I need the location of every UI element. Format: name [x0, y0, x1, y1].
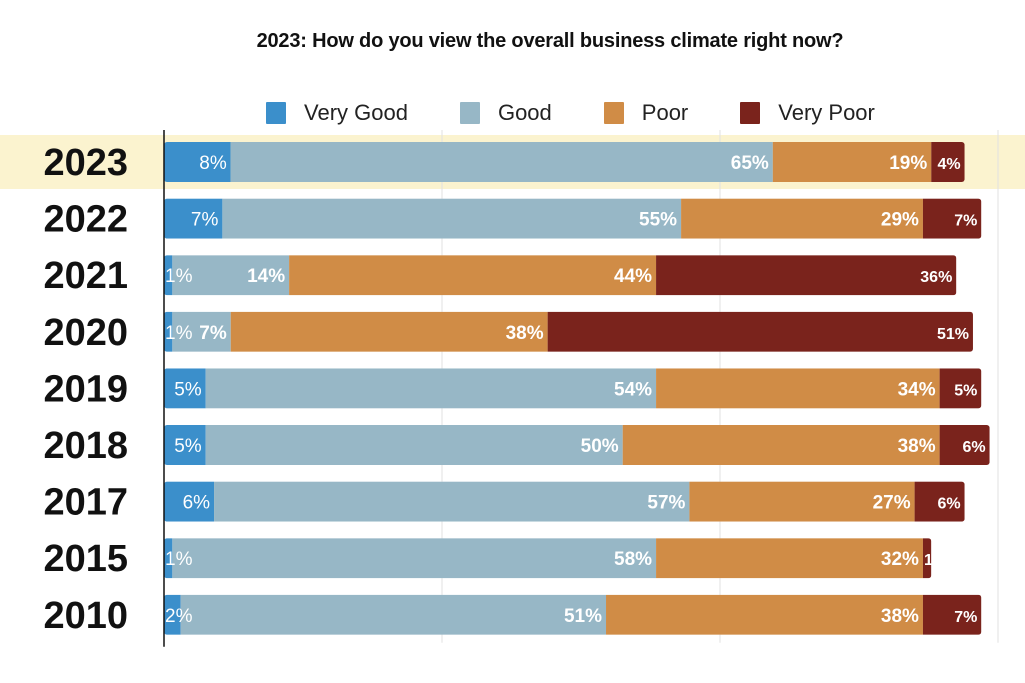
bar-segment-poor [289, 255, 657, 296]
bar-segment-very-poor [656, 255, 957, 296]
category-label: 2021 [43, 255, 128, 297]
bar-segment-good [180, 594, 607, 635]
category-label: 2018 [43, 425, 128, 467]
data-label-very-good: 1% [165, 549, 193, 570]
data-label-very-good: 1% [165, 323, 193, 344]
bar-segment-poor [622, 425, 940, 465]
data-label-good: 57% [647, 493, 685, 514]
bar-segment-very-poor [931, 142, 965, 182]
category-label: 2022 [43, 199, 128, 241]
data-label-poor: 38% [881, 606, 919, 627]
legend-swatch-good [459, 102, 480, 124]
legend-label-poor: Poor [641, 100, 689, 125]
bar-segment-poor [656, 368, 940, 409]
data-label-very-poor: 7% [954, 213, 977, 230]
legend-item-poor: Poor [603, 100, 689, 126]
category-label: 2010 [43, 595, 128, 637]
legend-label-good: Good [497, 100, 552, 125]
bar-segment-poor [681, 198, 923, 239]
legend: Very Good Good Poor Very Poor [266, 100, 875, 126]
category-label: 2020 [43, 312, 128, 354]
bar-segment-good [222, 198, 682, 239]
bar-segment-very-poor [922, 594, 982, 635]
data-label-poor: 29% [881, 210, 919, 231]
chart-title: 2023: How do you view the overall busine… [256, 30, 844, 52]
legend-item-very-poor: Very Poor [740, 100, 875, 126]
data-label-very-poor: 7% [954, 609, 977, 626]
data-label-good: 14% [247, 266, 285, 287]
bar-segment-good [172, 255, 290, 296]
data-label-good: 54% [614, 379, 652, 400]
data-label-very-good: 7% [191, 210, 219, 231]
bar-segment-poor [656, 538, 923, 579]
bar-segment-very-poor [939, 368, 982, 409]
bar-segment-good [214, 481, 690, 522]
legend-label-very-good: Very Good [304, 100, 408, 125]
bar-segment-poor [772, 142, 932, 182]
bar-segment-very-good [164, 538, 173, 579]
bar-segment-good [172, 538, 657, 579]
bar-segment-poor [606, 594, 923, 635]
bar-segment-good [205, 425, 623, 465]
data-label-poor: 44% [614, 266, 652, 287]
bar-segment-very-poor [939, 425, 990, 465]
data-label-very-good: 6% [183, 493, 211, 514]
category-label: 2017 [43, 482, 128, 524]
bar-segment-good [230, 142, 773, 182]
data-label-very-poor: 51% [937, 326, 969, 343]
legend-swatch-poor [603, 102, 624, 124]
data-label-very-good: 2% [165, 606, 193, 627]
data-label-good: 51% [564, 606, 602, 627]
bar-segment-poor [230, 311, 548, 352]
bar-segment-very-good [164, 594, 181, 635]
legend-item-very-good: Very Good [266, 100, 408, 126]
data-label-very-poor: 4% [938, 156, 961, 173]
data-label-good: 65% [731, 153, 769, 174]
legend-swatch-very-poor [740, 102, 761, 124]
data-label-good: 58% [614, 549, 652, 570]
data-label-very-good: 8% [199, 153, 227, 174]
legend-item-good: Good [459, 100, 552, 126]
data-label-poor: 19% [889, 153, 927, 174]
data-label-good: 50% [581, 436, 619, 457]
bar-segment-very-good [164, 142, 231, 182]
bar-segment-very-good [164, 368, 206, 409]
data-label-very-poor: 5% [954, 382, 977, 399]
category-label: 2023 [43, 142, 128, 184]
data-label-poor: 34% [898, 379, 936, 400]
data-label-poor: 38% [506, 323, 544, 344]
data-label-good: 7% [199, 323, 227, 344]
data-label-very-poor: 6% [938, 496, 961, 513]
bar-segment-very-poor [922, 538, 932, 579]
data-label-good: 55% [639, 210, 677, 231]
bar-segment-very-good [164, 255, 173, 296]
bar-segment-very-good [164, 311, 173, 352]
data-label-very-good: 5% [174, 436, 202, 457]
bar-segment-very-poor [922, 198, 982, 239]
data-label-very-poor: 36% [920, 269, 952, 286]
data-label-very-poor: 6% [963, 439, 986, 456]
bar-segment-very-good [164, 481, 215, 522]
category-label: 2015 [43, 538, 128, 580]
data-label-very-poor: 1 [924, 552, 933, 569]
bar-segment-poor [689, 481, 915, 522]
data-label-poor: 38% [898, 436, 936, 457]
category-label: 2019 [43, 368, 128, 410]
legend-label-very-poor: Very Poor [778, 100, 875, 125]
bar-segment-very-poor [547, 311, 973, 352]
legend-swatch-very-good [266, 102, 286, 124]
bar-segment-good [205, 368, 657, 409]
data-label-poor: 27% [873, 493, 911, 514]
bar-segment-very-good [164, 425, 206, 465]
data-label-very-good: 1% [165, 266, 193, 287]
bar-segment-very-good [164, 198, 223, 239]
data-label-very-good: 5% [174, 379, 202, 400]
data-label-poor: 32% [881, 549, 919, 570]
bar-segment-very-poor [914, 481, 965, 522]
bar-segment-good [172, 311, 231, 352]
